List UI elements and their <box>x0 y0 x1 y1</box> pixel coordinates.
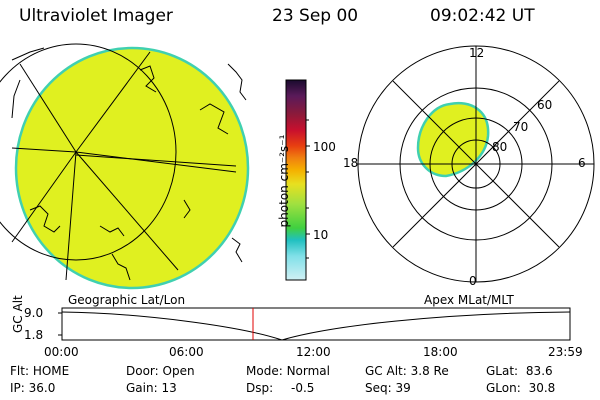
altitude-ytick-9: 9.0 <box>24 306 44 320</box>
flt-value: HOME <box>32 364 70 378</box>
seq-label: Seq: <box>365 381 392 395</box>
apex-caption: Apex MLat/MLT <box>424 293 514 307</box>
image-date: 23 Sep 00 <box>272 6 359 26</box>
glon-value: 30.8 <box>528 381 556 395</box>
ip-label: IP: <box>10 381 25 395</box>
mlat-label-70: 70 <box>513 120 529 134</box>
xtick-0000: 00:00 <box>44 345 79 359</box>
polar-panel <box>357 45 595 283</box>
image-time: 09:02:42 UT <box>430 6 535 26</box>
gain-label: Gain: <box>126 381 158 395</box>
status-gcalt: GC Alt: 3.8 Re <box>365 364 449 378</box>
status-glat: GLat: 83.6 <box>486 364 553 378</box>
door-value: Open <box>162 364 195 378</box>
geographic-caption: Geographic Lat/Lon <box>68 293 186 307</box>
xtick-0600: 06:00 <box>169 345 204 359</box>
mlt-label-18: 18 <box>343 156 359 170</box>
altitude-curve <box>61 311 571 341</box>
mlt-label-12: 12 <box>469 46 485 60</box>
auroral-oval <box>416 101 490 178</box>
status-flt: Flt: HOME <box>10 364 69 378</box>
geographic-panel <box>0 40 250 290</box>
mlat-label-60: 60 <box>537 98 553 112</box>
altitude-ylabel: GC Alt <box>11 295 25 333</box>
status-gain: Gain: 13 <box>126 381 177 395</box>
app-title: Ultraviolet Imager <box>19 6 173 26</box>
uv-emission-disk <box>14 46 250 290</box>
status-glon: GLon: 30.8 <box>486 381 555 395</box>
gain-value: 13 <box>161 381 177 395</box>
altitude-plot <box>58 307 571 341</box>
glat-value: 83.6 <box>525 364 553 378</box>
colorbar <box>285 79 310 281</box>
colorbar-unit-label: photon cm⁻²s⁻¹ <box>277 134 291 228</box>
status-dsp: Dsp: -0.5 <box>246 381 314 395</box>
xtick-1200: 12:00 <box>296 345 331 359</box>
status-door: Door: Open <box>126 364 195 378</box>
mlt-label-0: 0 <box>469 274 477 288</box>
ip-value: 36.0 <box>28 381 56 395</box>
glat-label: GLat: <box>486 364 519 378</box>
status-mode: Mode: Normal <box>246 364 330 378</box>
colorbar-tick-10: 10 <box>313 228 329 242</box>
gcalt-value: 3.8 Re <box>410 364 449 378</box>
mlat-label-80: 80 <box>492 140 508 154</box>
dsp-value: -0.5 <box>290 381 315 395</box>
altitude-ytick-1-8: 1.8 <box>24 328 44 342</box>
dsp-label: Dsp: <box>246 381 274 395</box>
colorbar-tick-100: 100 <box>313 140 336 154</box>
mlt-label-6: 6 <box>578 156 586 170</box>
gcalt-label: GC Alt: <box>365 364 407 378</box>
door-label: Door: <box>126 364 159 378</box>
mode-value: Normal <box>286 364 330 378</box>
glon-label: GLon: <box>486 381 521 395</box>
flt-label: Flt: <box>10 364 29 378</box>
status-ip: IP: 36.0 <box>10 381 55 395</box>
status-seq: Seq: 39 <box>365 381 411 395</box>
colorbar-strip <box>285 79 307 281</box>
seq-value: 39 <box>395 381 411 395</box>
xtick-2359: 23:59 <box>548 345 583 359</box>
mode-label: Mode: <box>246 364 283 378</box>
xtick-1800: 18:00 <box>423 345 458 359</box>
